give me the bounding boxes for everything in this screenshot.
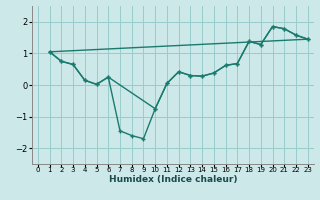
X-axis label: Humidex (Indice chaleur): Humidex (Indice chaleur) — [108, 175, 237, 184]
